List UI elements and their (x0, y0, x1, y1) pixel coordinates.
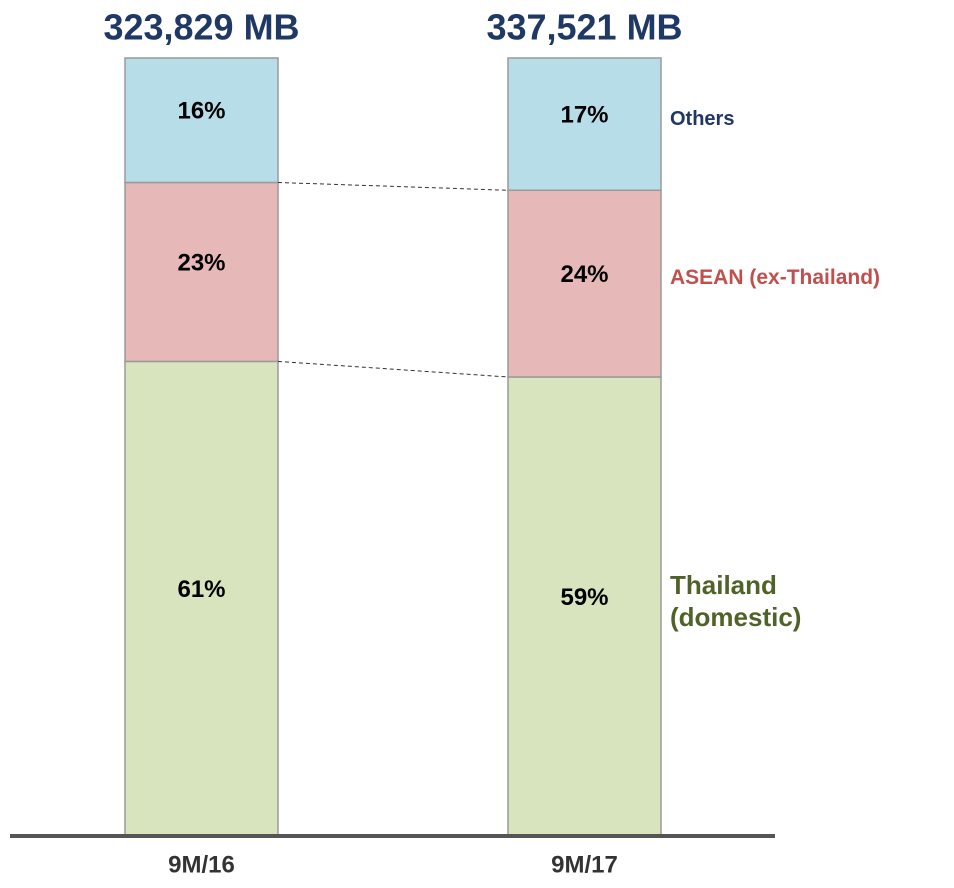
legend-item: Others (670, 107, 735, 130)
data-label: 17% (560, 101, 608, 128)
data-label: 59% (560, 584, 608, 611)
total-label: 323,829 MB (103, 7, 299, 48)
data-label: 23% (177, 249, 225, 276)
legend-label: Others (670, 107, 735, 130)
data-label: 61% (177, 576, 225, 603)
connector-line (277, 181, 509, 191)
connector-line (277, 360, 509, 378)
bar-segment (507, 57, 662, 192)
data-label: 16% (177, 98, 225, 125)
bar-segment (124, 181, 279, 363)
x-tick-label: 9M/16 (168, 851, 235, 878)
legend-label: Thailand (domestic) (670, 569, 802, 633)
bar-segment (124, 57, 279, 184)
data-label: 24% (560, 261, 608, 288)
bar-segment (507, 189, 662, 378)
legend-label: ASEAN (ex-Thailand) (670, 266, 881, 290)
legend-item: Thailand (domestic) (670, 569, 802, 633)
bar-segment (124, 360, 279, 837)
x-tick-label: 9M/17 (551, 851, 618, 878)
total-label: 337,521 MB (486, 7, 682, 48)
legend-item: ASEAN (ex-Thailand) (670, 266, 881, 290)
bar-segment (507, 376, 662, 837)
